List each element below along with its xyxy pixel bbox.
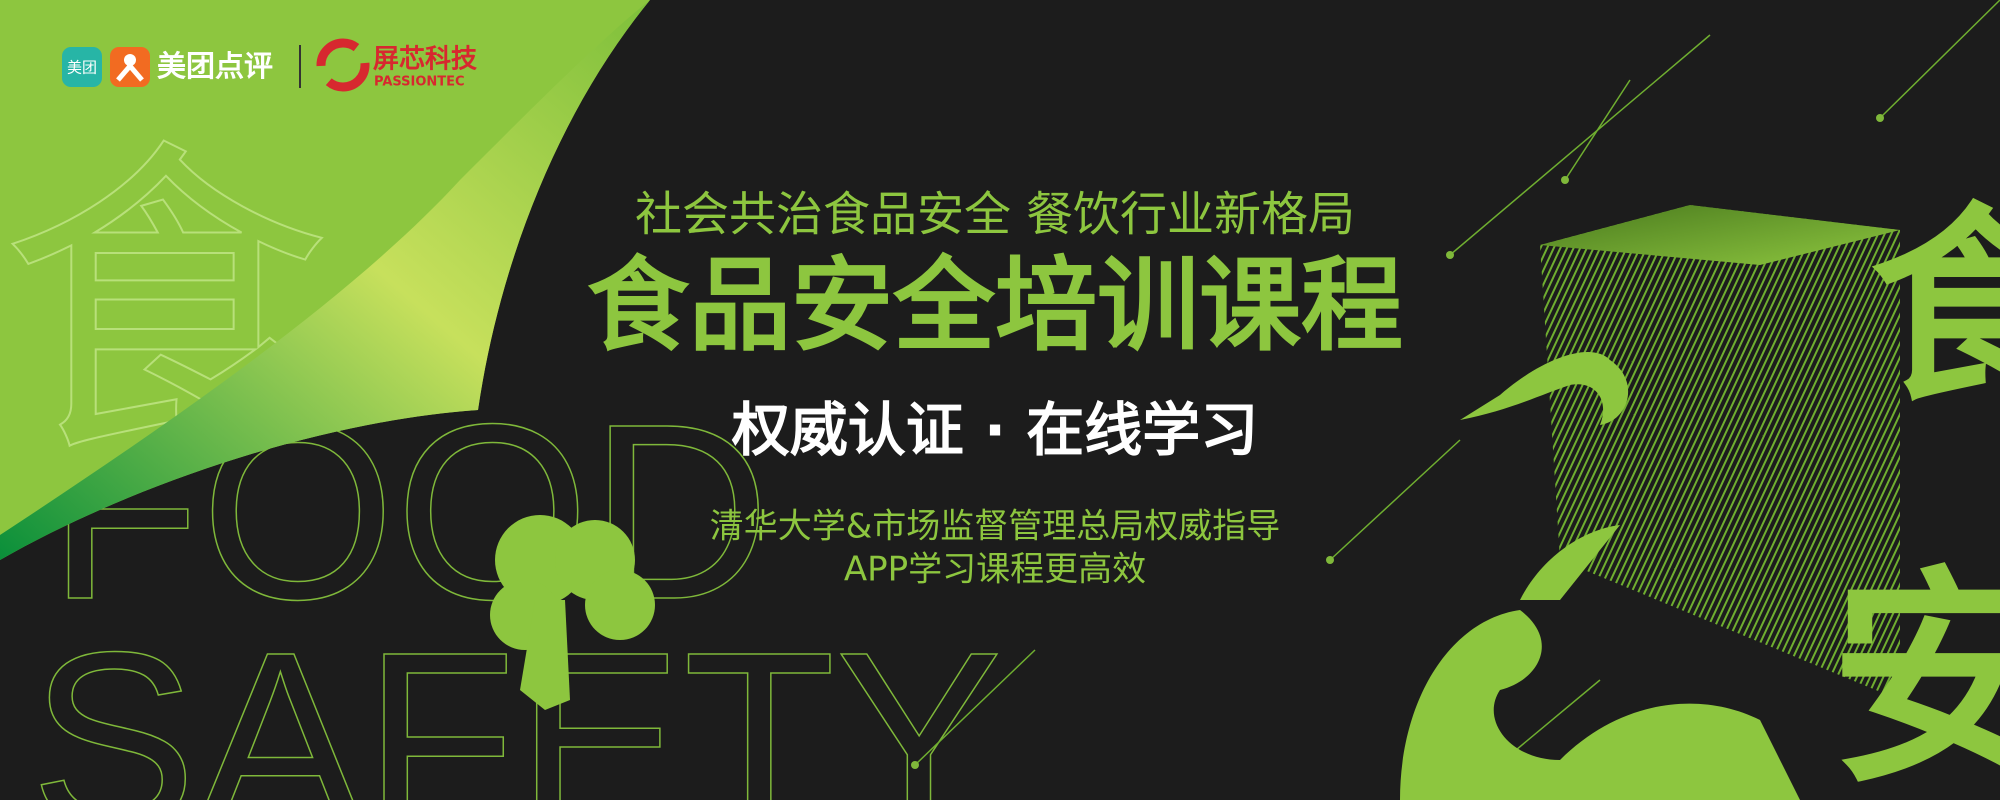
crab [1400,525,1800,800]
meituan-icon [62,47,102,87]
tagline: 权威认证 · 在线学习 [731,396,1258,464]
meituan-logo-text: 美团点评 [157,49,273,83]
striped-block [1540,205,1900,700]
dianping-glyph [116,62,144,82]
dianping-glyph [124,54,136,66]
passiontec-cn: 屏芯科技 [373,45,477,75]
page-curl [0,0,650,560]
title: 食品安全培训课程 [587,247,1403,366]
meituan-icon-text: 美团 [67,59,97,77]
passiontec-en: PASSIONTEC [374,75,465,90]
shrimp [1460,352,1629,425]
green-corner [0,0,650,560]
deco-lines [914,0,2000,766]
description: APP学习课程更高效 [844,550,1146,590]
description: 清华大学&市场监督管理总局权威指导 [710,507,1281,547]
broccoli [490,515,655,710]
subtitle: 社会共治食品安全 餐饮行业新格局 [635,188,1355,243]
bg-right-char: 食 [1870,185,2000,430]
block-top [1540,205,1900,265]
passiontec-icon [316,38,370,92]
bg-right-char: 安 [1830,548,2000,800]
